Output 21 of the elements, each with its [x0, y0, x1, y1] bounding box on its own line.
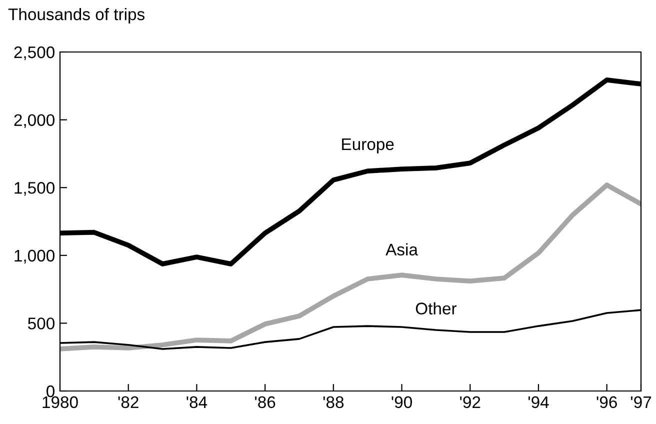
x-tick-label: '94 — [528, 396, 549, 408]
y-tick-label: 1,000 — [14, 250, 54, 264]
y-tick-label: 2,500 — [14, 46, 54, 60]
x-tick-label: '86 — [255, 396, 276, 408]
x-tick-label: '92 — [460, 396, 480, 408]
x-tick-label: '88 — [323, 396, 344, 408]
x-tick-label: '84 — [186, 396, 208, 408]
series-label: Other — [416, 302, 457, 314]
series-label: Europe — [342, 138, 394, 154]
series-label: Asia — [386, 243, 418, 256]
y-tick-label: 2,000 — [14, 114, 54, 128]
y-tick-label: 500 — [28, 318, 54, 330]
y-tick-label: 0 — [46, 385, 54, 398]
y-axis-title: Thousands of trips — [8, 8, 145, 24]
x-tick-label: '82 — [118, 396, 138, 408]
x-tick-label: '90 — [392, 396, 412, 408]
x-tick-label: 1980 — [42, 396, 78, 408]
line-series — [60, 182, 641, 352]
x-tick-label: '96 — [596, 396, 617, 408]
y-tick-label: 1,500 — [14, 182, 54, 196]
x-tick-label: '97 — [630, 396, 652, 408]
